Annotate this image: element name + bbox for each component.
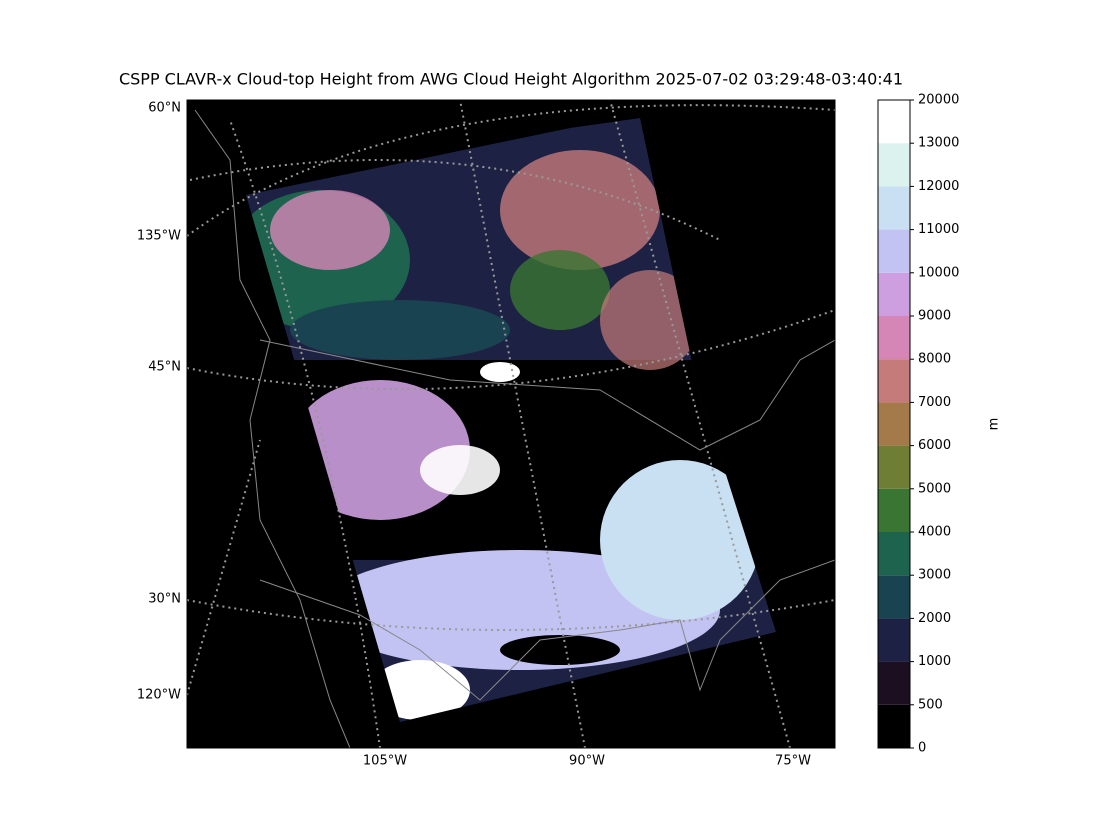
colorbar-box [878,402,910,446]
colorbar-box [878,359,910,403]
colorbar-tick-label: 3000 [918,568,951,583]
colorbar-tick-label: 2000 [918,611,951,626]
colorbar-tick-label: 6000 [918,438,951,453]
colorbar: 0 500 1000 2000 3000 4000 5000 6000 7000 8000 9000… [877,93,959,756]
colorbar-box [878,488,910,532]
colorbar-box [878,661,910,705]
lat-label: 45°N [148,360,181,375]
colorbar-label: m [987,418,1002,431]
colorbar-box [878,532,910,576]
colorbar-tick-label: 500 [918,697,943,712]
colorbar-frame [877,99,911,749]
colorbar-tick-label: 12000 [918,179,959,194]
colorbar-box [878,229,910,273]
colorbar-box [878,316,910,360]
colorbar-box [878,143,910,187]
lat-label: 60°N [148,101,181,116]
title: CSPP CLAVR-x Cloud-top Height from AWG C… [119,70,903,89]
map [187,100,835,748]
colorbar-tick-label: 10000 [918,265,959,280]
colorbar-box [878,186,910,230]
lon-label: 120°W [137,688,181,703]
colorbar-tick-label: 13000 [918,136,959,151]
colorbar-tick-label: 5000 [918,481,951,496]
colorbar-box [878,272,910,316]
lat-label: 30°N [148,592,181,607]
colorbar-tick-label: 8000 [918,352,951,367]
colorbar-box [878,704,910,748]
colorbar-tick-label: 4000 [918,525,951,540]
colorbar-box [878,100,910,144]
lon-label: 135°W [137,229,181,244]
lon-label: 105°W [363,754,407,769]
lon-label: 90°W [569,754,605,769]
map-frame [186,99,836,749]
colorbar-tick-label: 0 [918,741,926,756]
colorbar-tick-label: 20000 [918,93,959,108]
colorbar-box [878,445,910,489]
colorbar-box [878,575,910,619]
lon-label: 75°W [775,754,811,769]
colorbar-tick-label: 9000 [918,309,951,324]
colorbar-tick-label: 11000 [918,222,959,237]
colorbar-tick-label: 1000 [918,654,951,669]
colorbar-box [878,618,910,662]
colorbar-tick-label: 7000 [918,395,951,410]
